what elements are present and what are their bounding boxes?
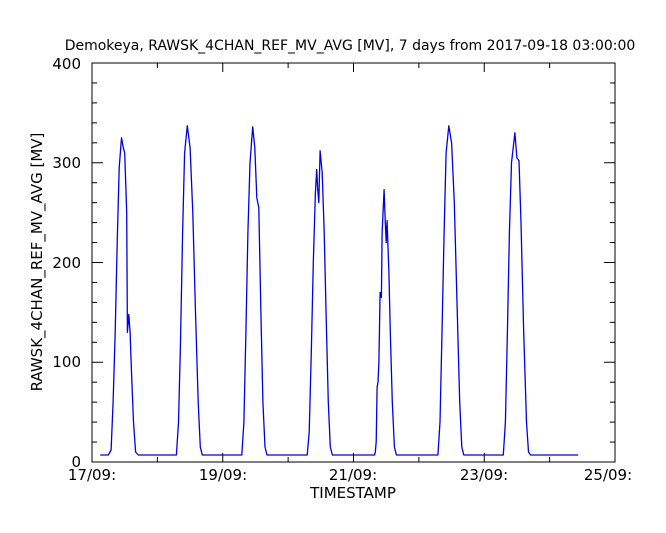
y-tick-label: 200 — [52, 254, 81, 272]
y-tick-label: 400 — [52, 55, 81, 73]
x-tick-label: 25/09: — [584, 466, 632, 484]
y-tick-label: 100 — [52, 353, 81, 371]
x-axis-label: TIMESTAMP — [309, 484, 396, 502]
y-axis-label: RAWSK_4CHAN_REF_MV_AVG [MV] — [28, 133, 47, 392]
y-axis-tick-labels: 0 100 200 300 400 — [52, 55, 81, 471]
axis-ticks — [91, 62, 616, 463]
x-tick-label: 23/09: — [460, 466, 508, 484]
series-layer — [100, 125, 579, 456]
y-tick-label: 0 — [71, 453, 81, 471]
x-tick-label: 21/09: — [329, 466, 377, 484]
y-tick-label: 300 — [52, 154, 81, 172]
x-tick-label: 17/09: — [68, 466, 116, 484]
plot-frame — [91, 62, 616, 463]
x-tick-label: 19/09: — [199, 466, 247, 484]
chart-title: Demokeya, RAWSK_4CHAN_REF_MV_AVG [MV], 7… — [65, 38, 636, 54]
series-line-0 — [100, 125, 579, 456]
x-axis-tick-labels: 17/09: 19/09: 21/09: 23/09: 25/09: — [68, 466, 632, 484]
